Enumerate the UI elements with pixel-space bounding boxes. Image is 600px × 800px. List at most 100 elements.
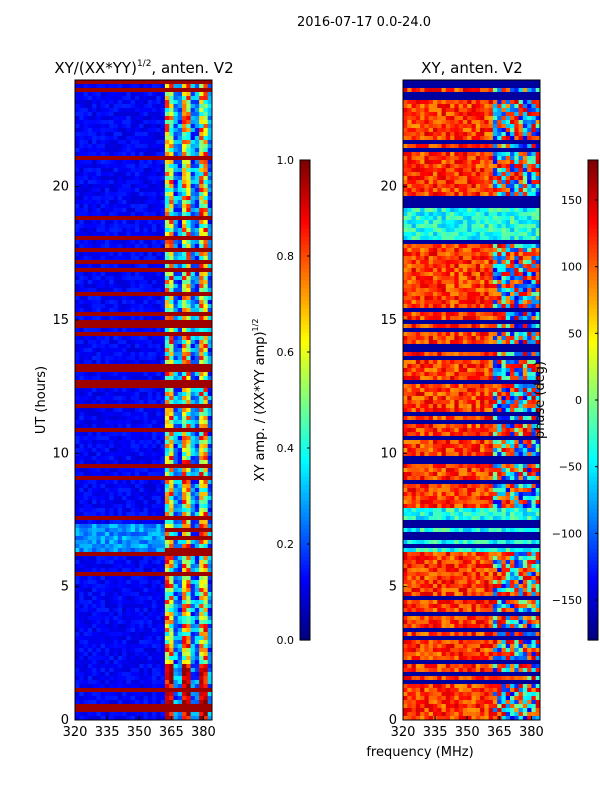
amp-ratio-cell [113,456,119,461]
amp-ratio-cell [207,184,213,189]
amp-ratio-cell [96,544,102,549]
amp-ratio-cell [194,560,200,565]
amp-ratio-cell [109,408,114,413]
amp-ratio-cell [113,452,119,457]
amp-ratio-cell [182,384,187,389]
amp-ratio-cell [83,616,89,621]
amp-ratio-cell [177,624,183,629]
amp-ratio-cell [147,112,153,117]
amp-ratio-cell [173,484,179,489]
amp-ratio-cell [100,424,106,429]
amp-ratio-cell [96,620,102,625]
amp-ratio-cell [75,256,80,261]
amp-ratio-cell [186,680,191,685]
amp-ratio-cell [182,628,187,633]
amp-ratio-cell [160,200,166,205]
amp-ratio-cell [199,104,204,109]
amp-ratio-cell [92,412,97,417]
amp-ratio-cell [164,236,170,241]
amp-ratio-cell [182,680,187,685]
amp-ratio-cell [177,512,183,517]
amp-ratio-cell [79,464,84,469]
amp-ratio-cell [194,608,200,613]
amp-ratio-cell [194,688,200,693]
amp-ratio-cell [177,652,183,657]
amp-ratio-cell [152,284,157,289]
amp-ratio-cell [75,608,80,613]
amp-ratio-cell [130,348,136,353]
amp-ratio-cell [177,252,183,257]
amp-ratio-cell [83,684,89,689]
amp-ratio-cell [207,568,213,573]
amp-ratio-cell [113,636,119,641]
amp-ratio-cell [173,440,179,445]
amp-ratio-cell [152,452,157,457]
amp-ratio-cell [177,644,183,649]
amp-ratio-cell [203,496,209,501]
amp-ratio-cell [109,380,114,385]
amp-ratio-cell [109,324,114,329]
amp-ratio-cell [182,248,187,253]
amp-ratio-cell [83,508,89,513]
amp-ratio-cell [173,216,179,221]
amp-ratio-cell [126,124,132,129]
amp-ratio-cell [143,440,149,445]
amp-ratio-cell [164,432,170,437]
amp-ratio-cell [190,308,196,313]
amp-ratio-cell [177,248,183,253]
amp-ratio-cell [130,340,136,345]
amp-ratio-cell [190,324,196,329]
amp-ratio-cell [207,644,213,649]
amp-ratio-cell [186,332,191,337]
amp-ratio-cell [203,92,209,97]
amp-ratio-cell [96,520,102,525]
amp-ratio-cell [207,584,213,589]
amp-ratio-cell [75,412,80,417]
amp-ratio-cell [147,164,153,169]
amp-ratio-cell [83,516,89,521]
amp-ratio-cell [173,288,179,293]
amp-ratio-cell [139,272,144,277]
amp-ratio-cell [173,680,179,685]
amp-ratio-cell [147,144,153,149]
amp-ratio-cell [134,572,140,577]
amp-ratio-cell [100,292,106,297]
amp-ratio-cell [122,320,127,325]
amp-ratio-cell [164,276,170,281]
amp-ratio-cell [139,308,144,313]
amp-ratio-cell [203,168,209,173]
amp-ratio-cell [75,104,80,109]
amp-ratio-cell [87,472,93,477]
amp-ratio-cell [75,188,80,193]
amp-ratio-cell [160,284,166,289]
amp-ratio-cell [194,252,200,257]
amp-ratio-cell [164,420,170,425]
amp-ratio-cell [177,548,183,553]
amp-ratio-cell [134,260,140,265]
amp-ratio-cell [169,164,174,169]
amp-ratio-cell [104,540,110,545]
amp-ratio-cell [79,248,84,253]
amp-ratio-cell [122,120,127,125]
amp-ratio-cell [109,428,114,433]
amp-ratio-cell [83,412,89,417]
amp-ratio-cell [104,600,110,605]
amp-ratio-cell [130,476,136,481]
amp-ratio-cell [75,172,80,177]
amp-ratio-cell [177,376,183,381]
amp-ratio-cell [75,208,80,213]
amp-ratio-cell [113,492,119,497]
amp-ratio-cell [186,112,191,117]
amp-ratio-cell [164,584,170,589]
amp-ratio-cell [139,120,144,125]
amp-ratio-cell [83,332,89,337]
amp-ratio-cell [75,372,80,377]
amp-ratio-cell [190,512,196,517]
amp-ratio-cell [126,152,132,157]
amp-ratio-cell [122,572,127,577]
amp-ratio-cell [79,440,84,445]
amp-ratio-cell [75,144,80,149]
amp-ratio-cell [104,504,110,509]
amp-ratio-cell [190,216,196,221]
amp-ratio-cell [92,212,97,217]
